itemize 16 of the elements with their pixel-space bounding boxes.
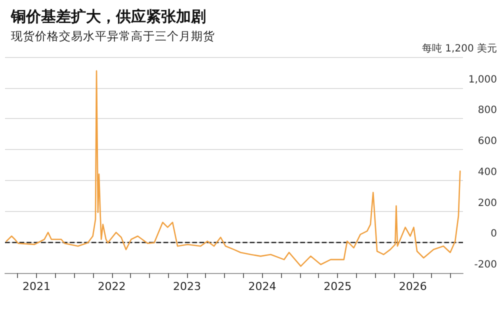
y-tick-label: 600 (478, 136, 497, 148)
y-tick-label: -200 (474, 260, 497, 270)
y-tick-label: 1,000 (468, 74, 497, 86)
x-tick-label: 2025 (324, 280, 352, 293)
x-tick-label: 2026 (398, 280, 427, 293)
x-tick-label: 2023 (173, 280, 202, 293)
y-tick-label: 每吨 1,200 美元 (422, 42, 497, 54)
y-tick-label: 800 (478, 105, 497, 116)
y-tick-label: 0 (490, 228, 497, 240)
y-tick-label: 200 (478, 198, 497, 209)
x-tick-label: 2021 (22, 280, 51, 293)
x-tick-label: 2024 (248, 280, 276, 293)
chart-subtitle: 现货价格交易水平异常高于三个月期货 (11, 29, 215, 43)
chart-title: 铜价基差扩大，供应紧张加剧 (10, 8, 206, 26)
x-tick-label: 2022 (98, 280, 126, 293)
y-tick-label: 400 (478, 166, 497, 178)
